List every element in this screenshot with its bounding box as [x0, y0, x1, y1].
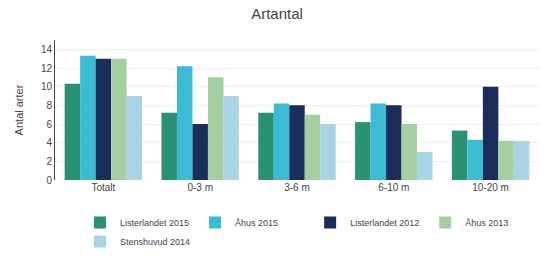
- svg-text:Åhus 2013: Åhus 2013: [465, 218, 508, 228]
- svg-text:0: 0: [46, 175, 52, 186]
- svg-text:Antal arter: Antal arter: [13, 84, 25, 135]
- svg-text:Åhus 2015: Åhus 2015: [235, 218, 278, 228]
- svg-text:4: 4: [46, 137, 52, 148]
- svg-text:Artantal: Artantal: [251, 5, 303, 22]
- svg-text:Listerlandet 2015: Listerlandet 2015: [120, 218, 189, 228]
- svg-text:Totalt: Totalt: [91, 182, 115, 193]
- svg-text:10-20 m: 10-20 m: [472, 182, 509, 193]
- svg-text:12: 12: [41, 63, 53, 74]
- svg-text:Listerlandet 2012: Listerlandet 2012: [350, 218, 419, 228]
- svg-text:0-3 m: 0-3 m: [187, 182, 213, 193]
- svg-text:6: 6: [46, 119, 52, 130]
- svg-text:2: 2: [46, 156, 52, 167]
- svg-text:10: 10: [41, 81, 53, 92]
- svg-text:Stenshuvud 2014: Stenshuvud 2014: [120, 237, 190, 247]
- svg-text:8: 8: [46, 100, 52, 111]
- svg-text:14: 14: [41, 44, 53, 55]
- svg-text:6-10 m: 6-10 m: [378, 182, 409, 193]
- svg-text:3-6 m: 3-6 m: [284, 182, 310, 193]
